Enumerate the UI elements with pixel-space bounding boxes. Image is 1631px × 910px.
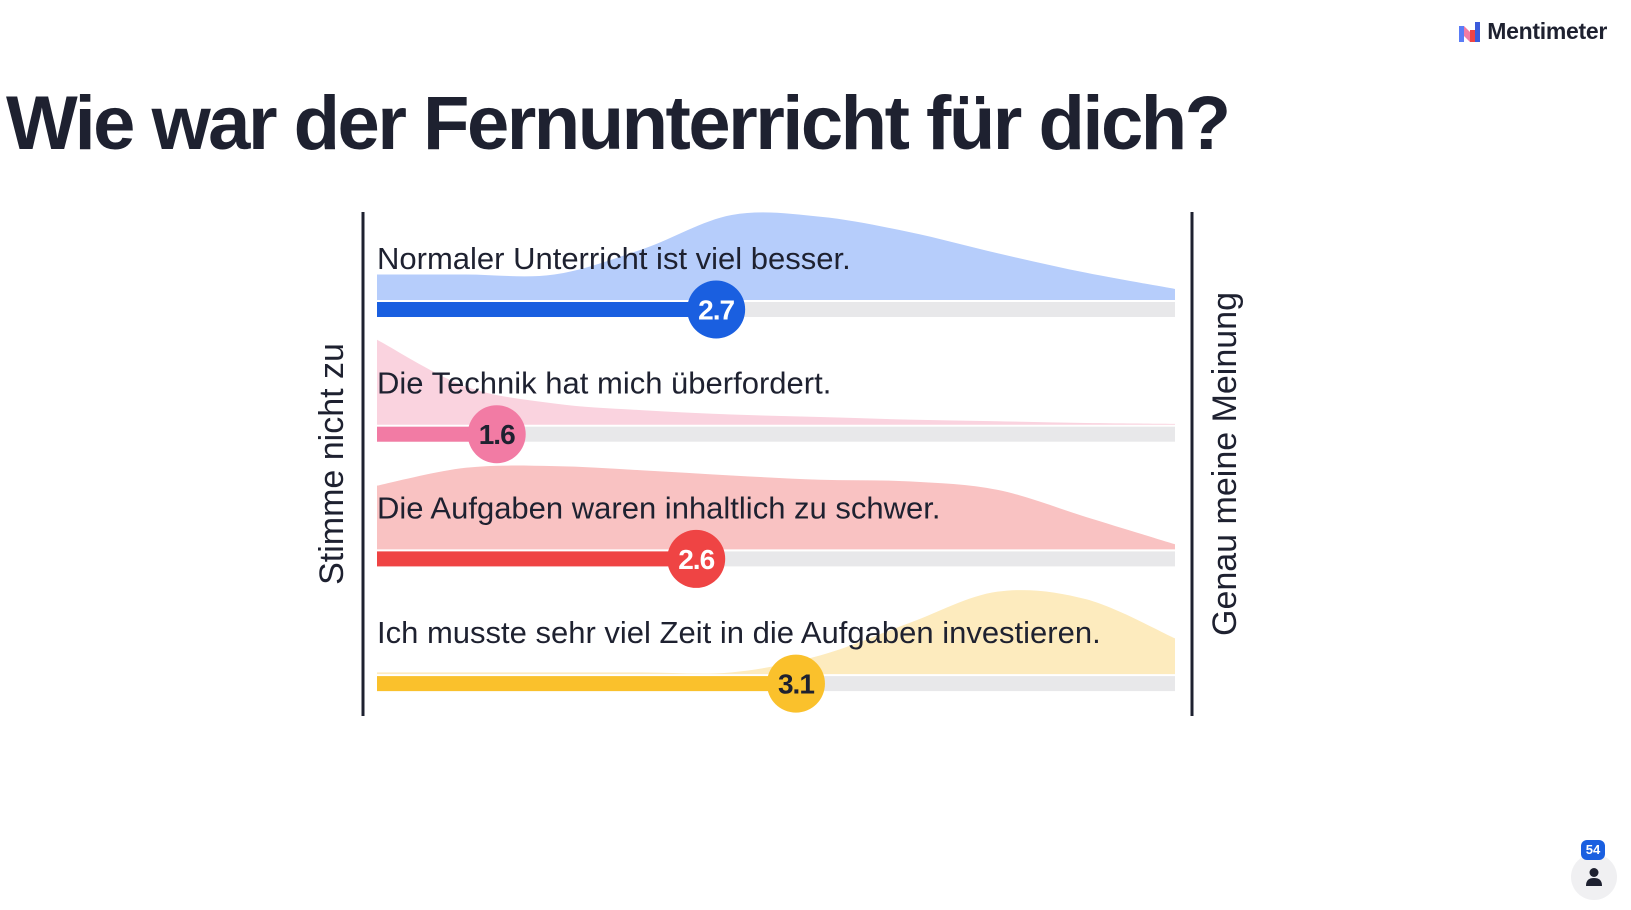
value-bar (377, 551, 697, 567)
value-label: 2.7 (698, 295, 734, 326)
statement-label: Die Technik hat mich überfordert. (377, 366, 831, 401)
statement-label: Ich musste sehr viel Zeit in die Aufgabe… (377, 615, 1101, 650)
value-bar (377, 676, 796, 692)
distribution-area (377, 339, 1175, 425)
value-marker (667, 529, 726, 588)
participants-avatar[interactable] (1571, 854, 1617, 900)
scale-track (377, 426, 1175, 442)
value-label: 2.6 (678, 544, 714, 575)
statement-row: Die Technik hat mich überfordert. 1.6 (377, 339, 1175, 464)
participant-count-badge: 54 (1581, 840, 1605, 860)
left-scale-label: Stimme nicht zu (313, 343, 351, 585)
participants-button[interactable]: 54 (1569, 840, 1619, 900)
value-bar (377, 302, 717, 317)
right-scale-label: Genau meine Meinung (1206, 292, 1244, 636)
value-marker (687, 280, 746, 339)
statement-row: Normaler Unterricht ist viel besser. 2.7 (377, 212, 1175, 339)
brand-logo: Mentimeter (1459, 18, 1607, 45)
statement-label: Normaler Unterricht ist viel besser. (377, 241, 851, 276)
value-bar (377, 426, 497, 442)
distribution-area (377, 465, 1175, 550)
value-label: 1.6 (479, 419, 515, 450)
value-label: 3.1 (778, 669, 814, 700)
statement-row: Ich musste sehr viel Zeit in die Aufgabe… (377, 590, 1175, 713)
distribution-area (377, 212, 1175, 300)
distribution-area (377, 590, 1175, 675)
statement-label: Die Aufgaben waren inhaltlich zu schwer. (377, 490, 941, 525)
mentimeter-logo-icon (1459, 21, 1481, 42)
statement-row: Die Aufgaben waren inhaltlich zu schwer.… (377, 465, 1175, 588)
person-icon (1586, 868, 1602, 886)
value-marker (766, 654, 825, 713)
question-title: Wie war der Fernunterricht für dich? (6, 81, 1231, 166)
brand-name: Mentimeter (1487, 18, 1607, 44)
value-marker (467, 405, 526, 464)
